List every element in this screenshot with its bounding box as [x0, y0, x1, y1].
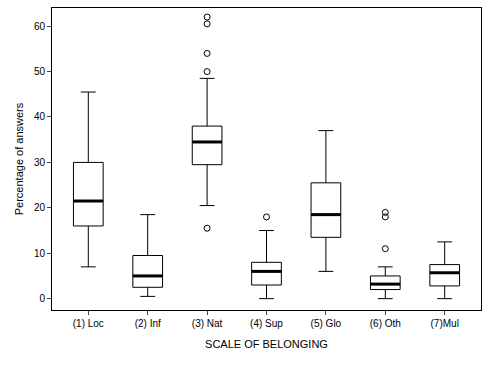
svg-text:(7)Mul: (7)Mul — [431, 318, 459, 329]
svg-text:(4) Sup: (4) Sup — [250, 318, 283, 329]
svg-text:(2) Inf: (2) Inf — [135, 318, 161, 329]
svg-text:SCALE OF BELONGING: SCALE OF BELONGING — [205, 338, 328, 350]
svg-text:(1) Loc: (1) Loc — [73, 318, 104, 329]
svg-text:60: 60 — [34, 21, 46, 32]
svg-text:10: 10 — [34, 248, 46, 259]
svg-text:Percentage of answers: Percentage of answers — [13, 102, 25, 215]
svg-text:20: 20 — [34, 202, 46, 213]
svg-text:0: 0 — [39, 293, 45, 304]
svg-text:(6) Oth: (6) Oth — [370, 318, 401, 329]
svg-text:(3) Nat: (3) Nat — [192, 318, 223, 329]
svg-text:50: 50 — [34, 66, 46, 77]
svg-text:(5) Glo: (5) Glo — [311, 318, 342, 329]
svg-text:30: 30 — [34, 157, 46, 168]
svg-text:40: 40 — [34, 111, 46, 122]
